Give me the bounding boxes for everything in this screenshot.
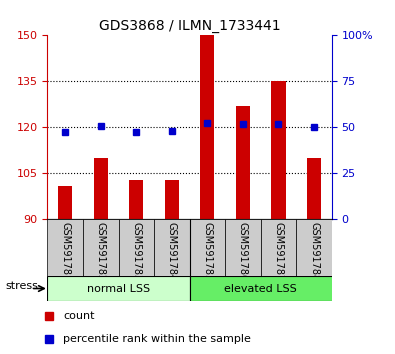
Bar — [58, 186, 72, 219]
FancyBboxPatch shape — [296, 219, 332, 276]
Text: count: count — [63, 311, 94, 321]
Bar — [94, 158, 108, 219]
Bar — [307, 158, 321, 219]
FancyBboxPatch shape — [47, 219, 83, 276]
Text: GSM591788: GSM591788 — [309, 222, 319, 281]
Text: GSM591784: GSM591784 — [167, 222, 177, 281]
Text: GSM591781: GSM591781 — [60, 222, 70, 281]
FancyBboxPatch shape — [154, 219, 190, 276]
FancyBboxPatch shape — [261, 219, 296, 276]
Text: percentile rank within the sample: percentile rank within the sample — [63, 334, 251, 344]
FancyBboxPatch shape — [190, 276, 350, 301]
FancyBboxPatch shape — [225, 219, 261, 276]
Text: normal LSS: normal LSS — [87, 284, 150, 293]
Text: elevated LSS: elevated LSS — [224, 284, 297, 293]
FancyBboxPatch shape — [83, 219, 118, 276]
Text: GSM591783: GSM591783 — [131, 222, 141, 281]
FancyBboxPatch shape — [190, 219, 225, 276]
Text: GSM591782: GSM591782 — [96, 222, 106, 281]
Bar — [165, 179, 179, 219]
Text: GSM591787: GSM591787 — [273, 222, 284, 281]
Text: stress: stress — [5, 281, 38, 291]
FancyBboxPatch shape — [118, 219, 154, 276]
Bar — [271, 81, 286, 219]
Bar — [200, 35, 214, 219]
Text: GSM591786: GSM591786 — [238, 222, 248, 281]
FancyBboxPatch shape — [47, 276, 190, 301]
Bar — [236, 106, 250, 219]
Bar — [129, 179, 143, 219]
Text: GSM591785: GSM591785 — [202, 222, 213, 281]
Title: GDS3868 / ILMN_1733441: GDS3868 / ILMN_1733441 — [99, 19, 280, 33]
